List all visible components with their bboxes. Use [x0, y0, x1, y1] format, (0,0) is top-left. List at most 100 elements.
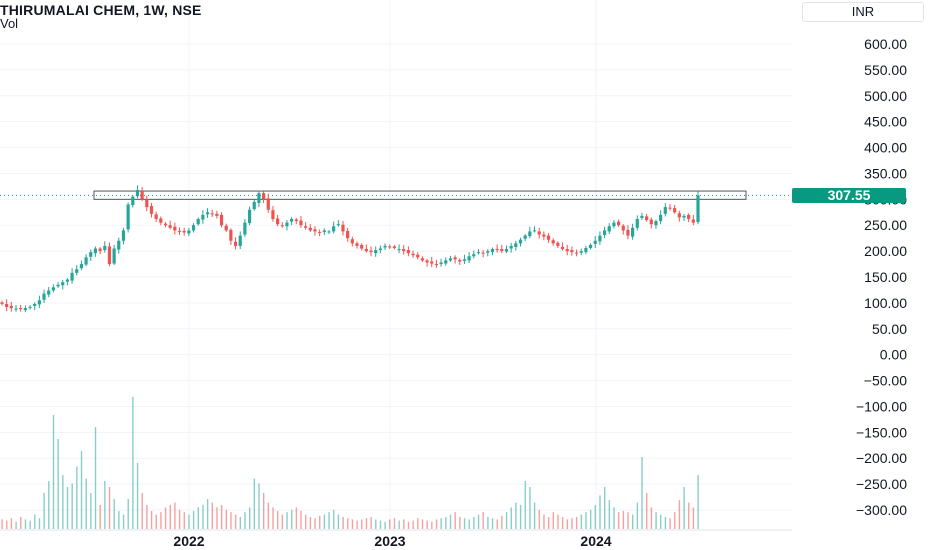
candle-body	[659, 214, 663, 222]
y-tick-label: −250.00	[856, 476, 907, 492]
volume-bar	[566, 519, 569, 529]
candle-body	[645, 216, 649, 221]
volume-bar	[206, 499, 209, 529]
candle-body	[0, 302, 4, 304]
candle-body	[542, 234, 546, 237]
volume-bar	[389, 519, 391, 529]
candle-body	[411, 253, 415, 256]
volume-bar	[403, 519, 405, 529]
volume-label: Vol	[0, 16, 19, 31]
candle-body	[668, 207, 672, 209]
volume-bar	[580, 514, 583, 529]
candle-body	[546, 235, 551, 240]
y-tick-label: −300.00	[856, 502, 907, 518]
y-tick-label: 150.00	[864, 269, 907, 285]
candle-body	[154, 214, 158, 220]
candle-body	[229, 229, 233, 241]
candle-body	[205, 212, 210, 215]
volume-bar	[356, 520, 358, 529]
candle-body	[294, 219, 298, 222]
volume-bar	[43, 493, 45, 529]
candle-body	[79, 264, 84, 269]
volume-bar	[216, 507, 218, 529]
volume-bar	[178, 509, 181, 529]
volume-bar	[118, 511, 120, 529]
volume-bar	[319, 515, 321, 529]
volume-bar	[220, 505, 223, 529]
volume-bar	[454, 512, 456, 529]
volume-bar	[384, 521, 386, 529]
x-tick-label: 2023	[374, 533, 405, 549]
volume-bar	[407, 521, 410, 529]
candle-body	[257, 193, 261, 203]
volume-bar	[445, 517, 447, 529]
volume-bar	[276, 511, 279, 529]
y-axis: 600.00550.00500.00450.00400.00350.00300.…	[856, 36, 907, 518]
candle-body	[98, 248, 102, 252]
candle-body	[210, 213, 214, 215]
candle-body	[346, 230, 350, 239]
candle-body	[140, 191, 144, 200]
candle-body	[271, 210, 275, 220]
candle-body	[649, 219, 653, 225]
volume-bar	[230, 512, 232, 529]
volume-bar	[515, 502, 517, 529]
x-axis: 2022 2023 2024	[0, 529, 792, 549]
candle-body	[159, 218, 163, 223]
candle-body	[131, 196, 135, 206]
volume-bar	[291, 509, 293, 529]
candle-body	[425, 260, 429, 263]
volume-bar	[48, 481, 50, 529]
y-tick-label: 400.00	[864, 140, 907, 156]
volume-bar	[127, 499, 129, 529]
candle-body	[462, 259, 467, 261]
volume-bar	[234, 514, 237, 529]
volume-bar	[664, 517, 667, 529]
volume-bar	[519, 505, 522, 529]
candle-body	[280, 225, 284, 227]
candle-body	[163, 223, 168, 226]
volume-bar	[431, 521, 433, 529]
candle-body	[336, 224, 340, 226]
candle-body	[374, 250, 378, 254]
candle-body	[70, 272, 74, 281]
volume-bar	[487, 517, 489, 529]
volume-bar	[365, 518, 368, 529]
candle-body	[173, 226, 177, 231]
candle-body	[252, 201, 256, 210]
candle-body	[579, 251, 583, 253]
volume-bar	[370, 517, 372, 529]
volume-bar	[552, 512, 554, 529]
volume-bar	[305, 514, 307, 529]
volume-bar	[15, 521, 17, 529]
volume-bar	[281, 514, 284, 529]
candle-body	[42, 293, 46, 300]
currency-selector[interactable]: INR	[802, 2, 924, 22]
volume-bar	[361, 519, 363, 529]
candle-body	[28, 307, 32, 309]
candle-body	[673, 208, 677, 213]
volume-bar	[557, 514, 559, 529]
x-tick-label: 2022	[173, 533, 204, 549]
y-tick-label: 450.00	[864, 114, 907, 130]
candle-body	[584, 248, 588, 253]
candle-body	[518, 239, 523, 244]
y-tick-label: 50.00	[872, 321, 907, 337]
candle-body	[275, 218, 280, 225]
candle-body	[500, 249, 504, 252]
x-tick-label: 2024	[580, 533, 611, 549]
candle-body	[182, 230, 186, 233]
volume-bar	[337, 514, 340, 529]
candle-body	[196, 219, 200, 225]
volume-bar	[459, 517, 461, 529]
volume-bar	[94, 427, 97, 529]
candle-body	[383, 245, 387, 248]
candle-body	[23, 308, 27, 311]
volume-bar	[29, 520, 31, 529]
volume-bar	[477, 514, 480, 529]
candle-body	[121, 230, 126, 241]
candle-body	[261, 193, 266, 200]
candle-body	[504, 249, 509, 252]
y-tick-label: 600.00	[864, 36, 907, 52]
volume-bar	[192, 511, 195, 529]
